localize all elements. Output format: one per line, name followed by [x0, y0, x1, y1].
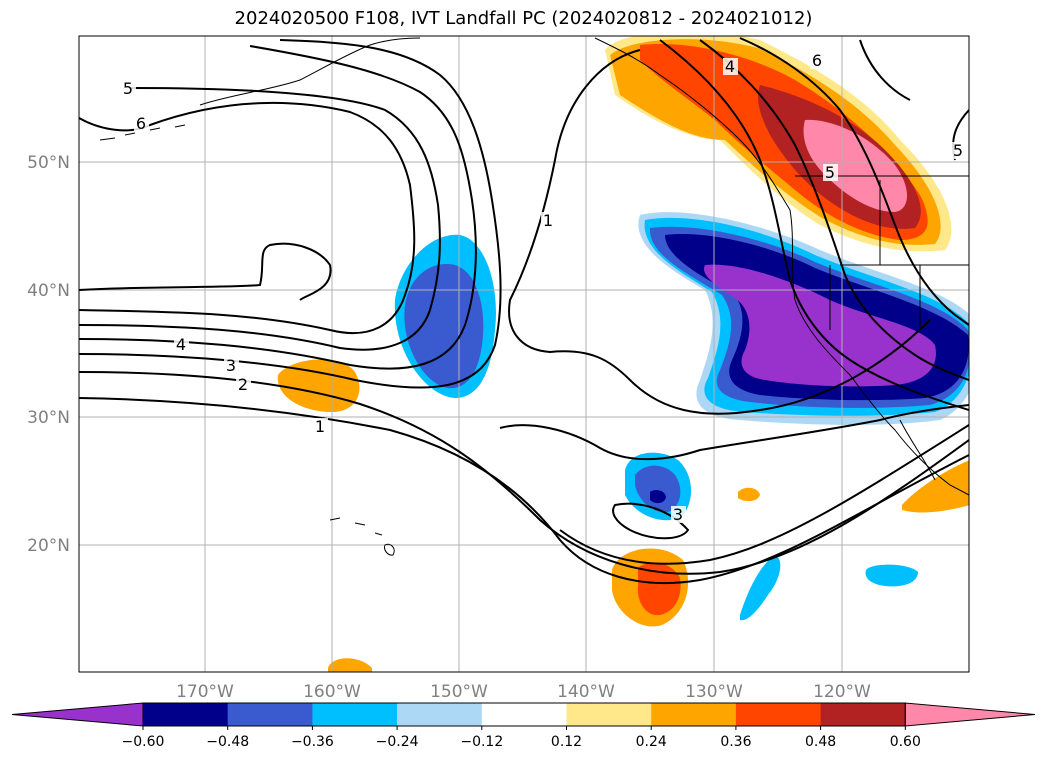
colorbar-extend-min — [11, 702, 144, 727]
contour-line-1-central — [79, 242, 332, 301]
longitude-label: 160°W — [303, 682, 361, 702]
latitude-label: 40°N — [27, 281, 70, 301]
contour-label-bg — [313, 418, 328, 435]
contour-line-4 — [79, 45, 477, 370]
colorbar-segment — [735, 703, 822, 726]
contour-label-bg — [671, 506, 686, 523]
contour-line-south-inner — [559, 424, 969, 565]
colorbar-segment — [566, 703, 652, 726]
contour-label: 5 — [953, 141, 963, 160]
longitude-label: 120°W — [813, 682, 871, 702]
contour-label: 4 — [725, 57, 735, 76]
contour-line-east-4 — [659, 39, 969, 411]
map-gridlines — [79, 36, 969, 672]
contour-label: 1 — [315, 417, 325, 436]
longitude-label: 140°W — [557, 682, 615, 702]
aleutians — [99, 124, 186, 141]
latitude-label: 30°N — [27, 408, 70, 428]
contour-label: 6 — [136, 114, 146, 133]
map-title: 2024020500 F108, IVT Landfall PC (202402… — [234, 8, 813, 29]
colorbar-segment — [143, 703, 229, 726]
contour-line-east-5 — [699, 39, 969, 381]
contour-label-bg — [541, 212, 556, 229]
contour-label-bg — [823, 164, 838, 181]
colorbar-segment — [312, 703, 398, 726]
colorbar-tick-labels: −0.60 −0.48 −0.36 −0.24 −0.12 0.12 0.24 0.36 0.4… — [122, 726, 921, 750]
positive-anomaly-bottom-left — [328, 658, 372, 672]
contour-line-5 — [79, 87, 441, 351]
state-lines — [829, 180, 969, 330]
contour-label-bg — [174, 336, 189, 353]
negative-anomaly-small-east-inner — [635, 465, 681, 513]
colorbar — [11, 702, 1036, 727]
longitude-label: 130°W — [685, 682, 743, 702]
negative-anomaly-central-pacific-inner — [404, 264, 484, 389]
contour-line-1-east — [508, 49, 931, 415]
colorbar-tick-label: −0.48 — [206, 734, 249, 750]
contour-line-3 — [79, 39, 502, 389]
positive-anomaly-south-inner — [637, 562, 681, 616]
colorbar-frame — [142, 702, 906, 727]
contour-label-bg — [723, 58, 738, 75]
contour-label-bg — [236, 376, 251, 393]
contour-label-bg — [121, 80, 136, 97]
colorbar-extend-max — [904, 702, 1036, 727]
negative-anomaly-south-strip — [740, 555, 781, 621]
contour-label: 3 — [226, 356, 236, 375]
longitude-label: 150°W — [430, 682, 488, 702]
colorbar-segment — [227, 703, 313, 726]
negative-anomaly-southeast — [865, 564, 918, 587]
alaska-coast — [199, 37, 421, 106]
longitude-label: 170°W — [176, 682, 234, 702]
positive-anomaly-mexico — [902, 460, 969, 513]
colorbar-tick-label: 0.12 — [551, 734, 582, 750]
latitude-label: 20°N — [27, 536, 70, 556]
colorbar-segment — [820, 703, 906, 726]
north-america-coast — [594, 37, 969, 496]
latitude-label: 50°N — [27, 153, 70, 173]
contour-label-bg — [951, 142, 966, 159]
longitude-labels: 170°W 160°W 150°W 140°W 130°W 120°W — [176, 682, 871, 702]
contour-line-south-1 — [499, 404, 969, 461]
negative-anomaly-small-east-core — [650, 489, 666, 504]
hawaii-islands — [329, 517, 395, 556]
colorbar-tick-label: −0.24 — [376, 734, 419, 750]
contour-label: 3 — [673, 505, 683, 524]
latitude-labels: 50°N 40°N 30°N 20°N — [27, 153, 70, 556]
colorbar-segment — [481, 703, 567, 726]
colorbar-tick-label: −0.60 — [122, 734, 165, 750]
contour-line-south-3 — [612, 502, 690, 540]
contour-line-6 — [79, 101, 416, 335]
contour-label: 6 — [812, 51, 822, 70]
map-frame — [78, 35, 970, 673]
colorbar-segment — [651, 703, 737, 726]
contour-label-bg — [134, 115, 149, 132]
colorbar-segment — [397, 703, 483, 726]
contour-label-bg — [810, 52, 825, 69]
positive-anomaly-tiny — [738, 487, 760, 502]
contour-label: 5 — [825, 163, 835, 182]
colorbar-tick-label: −0.36 — [291, 734, 334, 750]
colorbar-tick-label: 0.24 — [636, 734, 667, 750]
negative-anomaly-westcoast-purple — [704, 264, 936, 387]
contour-label: 5 — [123, 79, 133, 98]
contour-label: 4 — [176, 335, 186, 354]
colorbar-tick-label: 0.48 — [805, 734, 836, 750]
contour-line-east-6 — [739, 37, 969, 326]
contour-label: 1 — [543, 211, 553, 230]
colorbar-tick-label: 0.36 — [720, 734, 751, 750]
colorbar-tick-label: 0.60 — [890, 734, 921, 750]
contour-label: 2 — [238, 375, 248, 394]
contour-label-bg — [224, 357, 239, 374]
contour-line-1-west — [79, 397, 969, 584]
contour-lines — [79, 37, 969, 584]
contour-line-2 — [79, 371, 969, 575]
colorbar-tick-label: −0.12 — [460, 734, 503, 750]
